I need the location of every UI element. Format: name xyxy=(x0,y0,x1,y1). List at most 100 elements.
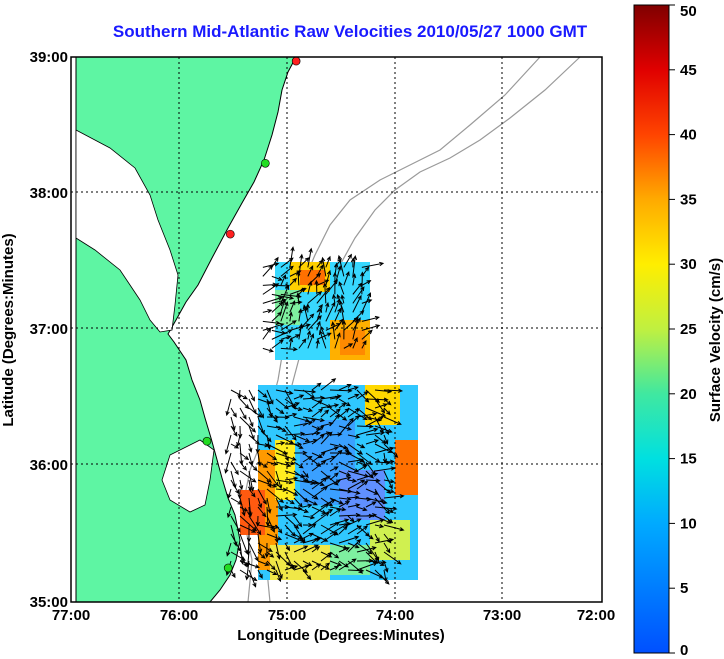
velocity-vector xyxy=(298,253,304,277)
velocity-vector xyxy=(248,443,253,453)
velocity-vector xyxy=(347,386,359,391)
velocity-vector xyxy=(356,391,369,400)
y-tick-label: 35:00 xyxy=(30,594,68,611)
velocity-vector xyxy=(356,472,379,481)
velocity-vector xyxy=(383,542,391,554)
velocity-vector xyxy=(343,343,354,349)
velocity-vector xyxy=(325,301,330,313)
velocity-vector xyxy=(247,479,253,492)
velocity-vector xyxy=(325,269,332,286)
velocity-vector xyxy=(293,461,304,469)
velocity-vector xyxy=(280,347,298,352)
colorbar-tick-label: 0 xyxy=(680,642,688,659)
velocity-vector xyxy=(347,538,362,553)
velocity-vector xyxy=(280,298,286,313)
velocity-vector xyxy=(329,506,347,512)
velocity-vector xyxy=(227,488,232,499)
velocity-vector xyxy=(311,425,325,436)
velocity-vector xyxy=(311,477,328,490)
y-tick-label: 36:00 xyxy=(30,457,68,474)
velocity-vector xyxy=(325,301,336,322)
velocity-vector xyxy=(374,523,385,529)
velocity-vector xyxy=(356,480,369,490)
velocity-vector xyxy=(383,551,402,565)
velocity-vector xyxy=(271,293,295,300)
velocity-vector xyxy=(356,558,374,563)
velocity-vector xyxy=(365,407,387,417)
velocity-vector xyxy=(347,458,364,463)
velocity-vector xyxy=(361,292,372,313)
x-tick-label: 76:00 xyxy=(160,607,198,624)
velocity-vector xyxy=(347,478,358,483)
velocity-vector xyxy=(225,398,232,417)
velocity-vector xyxy=(374,533,380,543)
colorbar-tick-label: 10 xyxy=(680,515,697,532)
velocity-vector xyxy=(374,425,393,433)
velocity-vector xyxy=(230,389,249,400)
velocity-vector xyxy=(374,560,385,566)
velocity-vector xyxy=(320,497,334,507)
velocity-vector xyxy=(239,461,247,471)
velocity-vector xyxy=(383,388,404,393)
velocity-vector xyxy=(302,488,319,500)
velocity-vector xyxy=(314,279,319,295)
velocity-vector xyxy=(230,515,241,533)
velocity-vector xyxy=(347,408,361,418)
velocity-vector xyxy=(257,443,270,448)
velocity-vector xyxy=(311,425,322,431)
velocity-vector xyxy=(248,416,254,428)
velocity-vector xyxy=(316,286,331,304)
velocity-vector xyxy=(311,546,321,553)
chesapeake-bay xyxy=(75,129,179,333)
velocity-vector xyxy=(255,434,260,454)
velocity-vector xyxy=(347,443,364,455)
velocity-vector xyxy=(356,424,374,429)
velocity-vector xyxy=(298,287,306,295)
velocity-vector xyxy=(248,542,259,562)
velocity-vector xyxy=(343,253,352,268)
velocity-vector xyxy=(337,254,345,277)
x-tick-label: 73:00 xyxy=(483,607,521,624)
velocity-vector xyxy=(257,551,266,559)
velocity-vector xyxy=(356,542,373,555)
velocity-vector xyxy=(311,398,333,409)
velocity-vector xyxy=(257,488,267,505)
velocity-vector xyxy=(248,389,255,402)
velocity-vector xyxy=(338,558,357,571)
velocity-vector xyxy=(338,408,350,418)
velocity-vector xyxy=(302,304,309,322)
velocity-vector xyxy=(275,470,283,490)
velocity-vector xyxy=(266,479,272,489)
velocity-vector xyxy=(275,497,283,512)
velocity-vector xyxy=(320,499,336,508)
velocity-vector xyxy=(238,479,244,491)
velocity-vector xyxy=(374,403,388,409)
velocity-vector xyxy=(280,335,292,340)
velocity-vector xyxy=(293,506,309,513)
velocity-vector xyxy=(374,537,395,544)
station-marker xyxy=(223,563,233,573)
velocity-vector xyxy=(293,545,309,553)
velocity-vector xyxy=(284,560,295,569)
velocity-vector xyxy=(284,488,299,496)
velocity-vector xyxy=(347,407,368,421)
velocity-vector xyxy=(239,551,247,568)
velocity-vector xyxy=(293,532,314,544)
velocity-vector xyxy=(248,515,262,536)
velocity-vector xyxy=(356,546,377,553)
velocity-vector xyxy=(347,525,362,535)
velocity-vector xyxy=(329,413,340,427)
velocity-vector xyxy=(350,257,356,268)
velocity-vector xyxy=(325,255,331,268)
velocity-vector xyxy=(248,569,257,588)
velocity-vector xyxy=(338,281,345,295)
velocity-vector xyxy=(374,446,395,454)
velocity-vector xyxy=(284,565,299,571)
velocity-vector xyxy=(298,323,304,340)
x-axis: 77:00 76:00 75:00 74:00 73:00 72:00 Long… xyxy=(52,607,615,644)
velocity-vector xyxy=(365,533,374,540)
velocity-vector xyxy=(338,470,352,477)
velocity-vector xyxy=(257,479,278,488)
velocity-vector xyxy=(352,286,365,304)
velocity-vector xyxy=(302,515,316,520)
